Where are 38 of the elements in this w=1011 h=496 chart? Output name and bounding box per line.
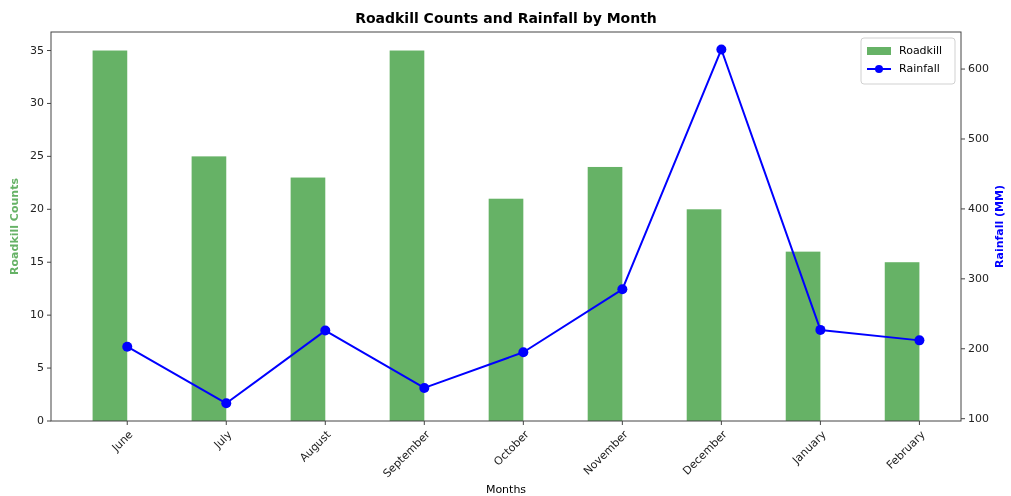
y2-tick-label: 100 — [968, 411, 989, 425]
point — [518, 347, 529, 358]
point — [320, 325, 331, 336]
y-tick-label: 0 — [37, 414, 44, 427]
point — [815, 324, 826, 335]
y-tick-label: 10 — [30, 308, 44, 322]
y2-tick-label: 500 — [968, 131, 989, 145]
point — [914, 335, 925, 346]
bar — [884, 262, 920, 421]
y-tick-label: 25 — [30, 149, 44, 163]
y2-tick-label: 300 — [968, 271, 989, 285]
y-tick-label: 30 — [30, 96, 44, 110]
bar — [587, 166, 623, 421]
bar — [785, 251, 821, 421]
point — [617, 284, 628, 295]
bar — [488, 198, 524, 421]
y-tick-label: 15 — [30, 255, 44, 269]
y-tick-label: 20 — [30, 202, 44, 216]
y2-tick-label: 400 — [968, 201, 989, 215]
point — [716, 44, 727, 55]
bar — [389, 50, 425, 421]
bar — [686, 209, 722, 421]
bar — [290, 177, 326, 421]
y2-axis-title: Rainfall (MM) — [993, 184, 1006, 269]
y-tick-label: 35 — [30, 43, 44, 57]
point — [122, 341, 133, 352]
point — [419, 382, 430, 393]
y-tick-label: 5 — [37, 361, 44, 375]
bar — [92, 50, 128, 421]
x-axis-title: Months — [485, 483, 527, 496]
y2-tick-label: 600 — [968, 62, 989, 76]
bar — [191, 156, 227, 421]
legend-label: Roadkill — [899, 44, 943, 57]
point — [221, 398, 232, 409]
y2-tick-label: 200 — [968, 341, 989, 355]
y-axis-title: Roadkill Counts — [8, 177, 21, 275]
chart-title: Roadkill Counts and Rainfall by Month — [355, 10, 657, 26]
legend-label: Rainfall — [899, 62, 940, 75]
